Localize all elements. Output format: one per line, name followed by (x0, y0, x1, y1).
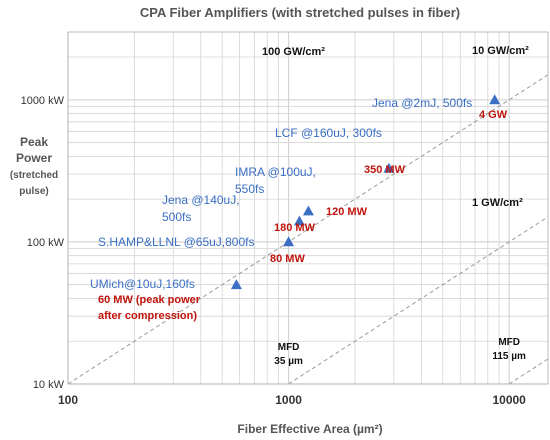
y-tick-label: 10 kW (33, 379, 65, 391)
mfd-label: MFD (278, 342, 300, 353)
intensity-label: 10 GW/cm² (472, 45, 529, 57)
plot-frame (67, 31, 549, 385)
x-axis-title: Fiber Effective Area (µm²) (237, 422, 382, 436)
data-point-label: Jena @140uJ, (162, 193, 240, 207)
data-point-marker (302, 205, 314, 216)
chart-title: CPA Fiber Amplifiers (with stretched pul… (140, 5, 460, 20)
data-point-label: S.HAMP&LLNL @65uJ,800fs (98, 235, 254, 249)
data-point-label: 500fs (162, 210, 191, 224)
grid (67, 31, 548, 385)
y-axis-title-line: (stretched (10, 170, 58, 181)
y-tick-label: 1000 kW (21, 95, 65, 107)
data-point-marker (230, 279, 242, 290)
intensity-label: 1 GW/cm² (472, 197, 523, 209)
point-labels: 100 GW/cm² 10 GW/cm² 1 GW/cm² UMich@10uJ,16… (90, 45, 529, 322)
data-point-marker (489, 94, 501, 105)
mfd-label: MFD (498, 337, 520, 348)
data-point-label: Jena @2mJ, 500fs (372, 96, 472, 110)
intensity-line (288, 216, 549, 385)
intensity-line (508, 358, 549, 385)
data-point-annotation: after compression) (98, 310, 197, 322)
x-tick-label: 10000 (492, 393, 526, 407)
intensity-lines (67, 74, 549, 385)
mfd-markers: MFD 35 µm MFD 115 µm (274, 337, 526, 367)
y-axis-title-line: Peak (20, 135, 48, 149)
y-axis-title-line: pulse) (19, 186, 48, 197)
data-point-annotation: 180 MW (274, 222, 316, 234)
y-axis-title-line: Power (16, 151, 52, 165)
data-point-label: IMRA @100uJ, (235, 165, 316, 179)
x-tick-label: 100 (58, 393, 78, 407)
intensity-label: 100 GW/cm² (262, 46, 325, 58)
data-point-annotation: 350 MW (364, 164, 406, 176)
x-axis-ticks: 100 1000 10000 (58, 393, 526, 407)
data-point-annotation: 80 MW (270, 253, 305, 265)
data-points (230, 94, 501, 290)
mfd-label: 35 µm (274, 356, 303, 367)
data-point-annotation: 60 MW (peak power (98, 294, 201, 306)
data-point-label: UMich@10uJ,160fs (90, 277, 195, 291)
y-axis-ticks: 10 kW 100 kW 1000 kW (21, 95, 65, 391)
data-point-label: LCF @160uJ, 300fs (275, 126, 382, 140)
x-tick-label: 1000 (275, 393, 302, 407)
y-axis-title: Peak Power (stretched pulse) (10, 135, 58, 197)
mfd-label: 115 µm (492, 351, 526, 362)
data-point-label: 550fs (235, 182, 264, 196)
data-point-marker (293, 215, 305, 226)
data-point-marker (383, 162, 395, 173)
y-tick-label: 100 kW (27, 237, 65, 249)
data-point-annotation: 120 MW (326, 206, 368, 218)
data-point-marker (283, 236, 295, 247)
data-point-annotation: 4 GW (479, 109, 508, 121)
